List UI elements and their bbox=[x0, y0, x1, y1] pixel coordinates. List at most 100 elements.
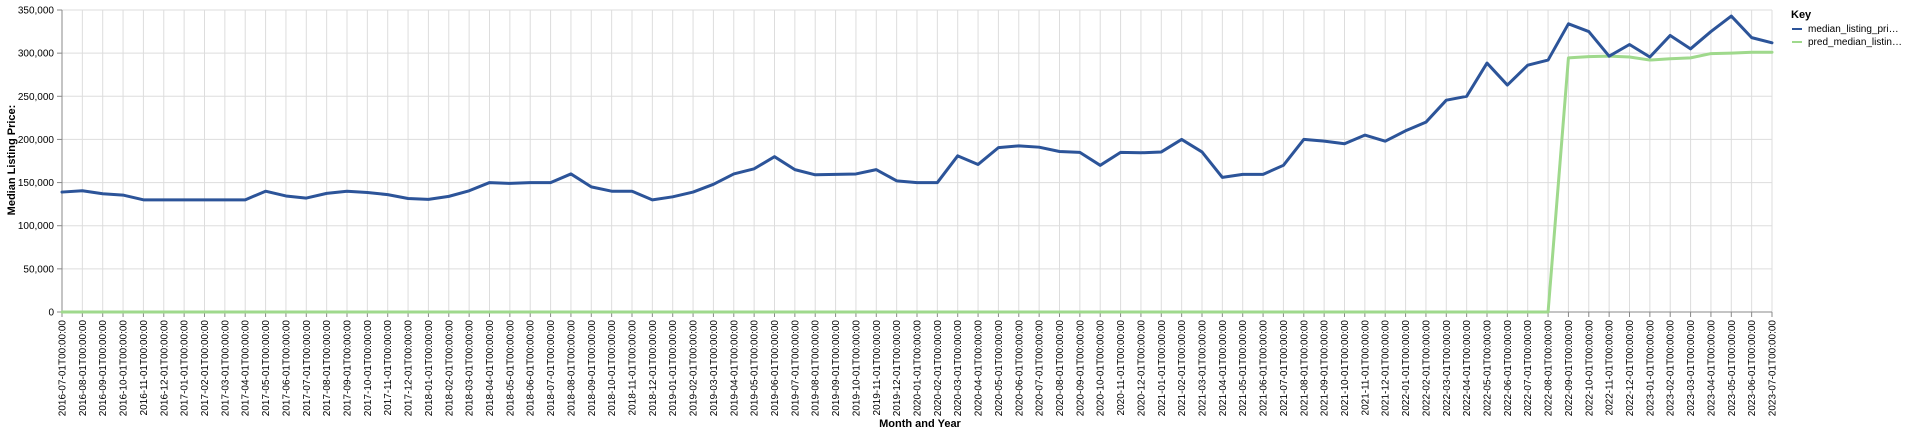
x-tick-label: 2021-11-01T00:00:00 bbox=[1360, 320, 1371, 416]
x-tick-label: 2018-03-01T00:00:00 bbox=[465, 320, 476, 417]
x-tick-label: 2017-03-01T00:00:00 bbox=[220, 320, 231, 417]
legend-label: pred_median_listin… bbox=[1808, 37, 1902, 48]
x-tick-label: 2020-07-01T00:00:00 bbox=[1035, 320, 1046, 417]
x-tick-label: 2023-07-01T00:00:00 bbox=[1768, 320, 1779, 417]
x-tick-label: 2019-12-01T00:00:00 bbox=[892, 320, 903, 417]
x-tick-label: 2022-12-01T00:00:00 bbox=[1625, 320, 1636, 417]
x-tick-label: 2019-02-01T00:00:00 bbox=[689, 320, 700, 417]
x-tick-label: 2023-01-01T00:00:00 bbox=[1645, 320, 1656, 417]
x-tick-label: 2018-02-01T00:00:00 bbox=[444, 320, 455, 417]
x-tick-label: 2022-09-01T00:00:00 bbox=[1564, 320, 1575, 417]
x-tick-label: 2022-04-01T00:00:00 bbox=[1462, 320, 1473, 417]
x-tick-label: 2018-11-01T00:00:00 bbox=[628, 320, 639, 416]
x-tick-label: 2022-10-01T00:00:00 bbox=[1584, 320, 1595, 417]
x-tick-label: 2022-03-01T00:00:00 bbox=[1442, 320, 1453, 417]
x-tick-label: 2021-01-01T00:00:00 bbox=[1157, 320, 1168, 417]
x-tick-label: 2016-09-01T00:00:00 bbox=[98, 320, 109, 417]
x-tick-label: 2021-05-01T00:00:00 bbox=[1238, 320, 1249, 417]
legend: Key median_listing_pri… pred_median_listi… bbox=[1791, 9, 1902, 48]
legend-label: median_listing_pri… bbox=[1808, 24, 1899, 35]
x-tick-label: 2020-11-01T00:00:00 bbox=[1116, 320, 1127, 416]
x-tick-label: 2020-06-01T00:00:00 bbox=[1014, 320, 1025, 417]
x-tick-label: 2020-10-01T00:00:00 bbox=[1096, 320, 1107, 417]
x-axis-title: Month and Year bbox=[879, 418, 961, 430]
x-tick-label: 2019-09-01T00:00:00 bbox=[831, 320, 842, 417]
y-tick-label: 350,000 bbox=[18, 6, 55, 17]
x-tick-label: 2016-10-01T00:00:00 bbox=[119, 320, 130, 417]
x-tick-label: 2021-04-01T00:00:00 bbox=[1218, 320, 1229, 417]
x-tick-label: 2020-03-01T00:00:00 bbox=[953, 320, 964, 417]
x-tick-label: 2018-10-01T00:00:00 bbox=[607, 320, 618, 417]
y-tick-label: 200,000 bbox=[18, 135, 55, 146]
x-tick-label: 2018-04-01T00:00:00 bbox=[485, 320, 496, 417]
x-tick-label: 2016-08-01T00:00:00 bbox=[78, 320, 89, 417]
x-tick-label: 2021-12-01T00:00:00 bbox=[1381, 320, 1392, 417]
x-tick-label: 2017-07-01T00:00:00 bbox=[302, 320, 313, 417]
y-tick-label: 0 bbox=[48, 308, 54, 319]
x-tick-label: 2022-08-01T00:00:00 bbox=[1544, 320, 1555, 417]
x-tick-label: 2019-05-01T00:00:00 bbox=[750, 320, 761, 417]
series-lines bbox=[60, 14, 1774, 314]
x-tick-label: 2018-12-01T00:00:00 bbox=[648, 320, 659, 417]
x-tick-label: 2017-05-01T00:00:00 bbox=[261, 320, 272, 417]
y-tick-label: 300,000 bbox=[18, 49, 55, 60]
x-tick-label: 2020-05-01T00:00:00 bbox=[994, 320, 1005, 417]
legend-title: Key bbox=[1791, 9, 1812, 21]
y-tick-label: 150,000 bbox=[18, 178, 55, 189]
x-tick-label: 2023-06-01T00:00:00 bbox=[1747, 320, 1758, 417]
x-tick-label: 2022-05-01T00:00:00 bbox=[1483, 320, 1494, 417]
x-tick-label: 2020-04-01T00:00:00 bbox=[974, 320, 985, 417]
x-tick-label: 2018-09-01T00:00:00 bbox=[587, 320, 598, 417]
x-tick-label: 2023-05-01T00:00:00 bbox=[1727, 320, 1738, 417]
x-tick-label: 2018-07-01T00:00:00 bbox=[546, 320, 557, 417]
x-tick-label: 2018-06-01T00:00:00 bbox=[526, 320, 537, 417]
x-tick-label: 2017-06-01T00:00:00 bbox=[281, 320, 292, 417]
axes: 0 50,000 100,000 150,000 200,000 250,000 300,0… bbox=[18, 6, 1779, 417]
x-tick-label: 2019-01-01T00:00:00 bbox=[668, 320, 679, 417]
x-tick-label: 2021-10-01T00:00:00 bbox=[1340, 320, 1351, 417]
x-tick-label: 2021-03-01T00:00:00 bbox=[1198, 320, 1209, 417]
x-tick-label: 2023-04-01T00:00:00 bbox=[1706, 320, 1717, 417]
x-tick-label: 2020-09-01T00:00:00 bbox=[1075, 320, 1086, 417]
x-tick-label: 2021-06-01T00:00:00 bbox=[1259, 320, 1270, 417]
y-axis-title: Median Listing Price: bbox=[6, 105, 18, 216]
y-tick-label: 100,000 bbox=[18, 221, 55, 232]
grid bbox=[61, 9, 1773, 313]
x-tick-label: 2019-08-01T00:00:00 bbox=[811, 320, 822, 417]
x-tick-label: 2017-02-01T00:00:00 bbox=[200, 320, 211, 417]
x-tick-label: 2022-06-01T00:00:00 bbox=[1503, 320, 1514, 417]
x-tick-label: 2023-03-01T00:00:00 bbox=[1686, 320, 1697, 417]
x-tick-label: 2021-09-01T00:00:00 bbox=[1320, 320, 1331, 417]
x-tick-label: 2018-05-01T00:00:00 bbox=[505, 320, 516, 417]
y-tick-label: 250,000 bbox=[18, 92, 55, 103]
x-tick-label: 2017-01-01T00:00:00 bbox=[180, 320, 191, 417]
x-tick-label: 2017-11-01T00:00:00 bbox=[383, 320, 394, 416]
x-tick-label: 2019-03-01T00:00:00 bbox=[709, 320, 720, 417]
x-tick-label: 2019-11-01T00:00:00 bbox=[872, 320, 883, 416]
x-tick-label: 2020-08-01T00:00:00 bbox=[1055, 320, 1066, 417]
x-tick-label: 2018-08-01T00:00:00 bbox=[566, 320, 577, 417]
x-tick-label: 2019-10-01T00:00:00 bbox=[851, 320, 862, 417]
x-tick-label: 2021-08-01T00:00:00 bbox=[1299, 320, 1310, 417]
x-tick-label: 2022-07-01T00:00:00 bbox=[1523, 320, 1534, 417]
x-tick-label: 2022-01-01T00:00:00 bbox=[1401, 320, 1412, 417]
x-tick-label: 2020-12-01T00:00:00 bbox=[1136, 320, 1147, 417]
series-line-1 bbox=[60, 14, 1774, 202]
x-tick-label: 2022-02-01T00:00:00 bbox=[1421, 320, 1432, 417]
x-tick-label: 2016-07-01T00:00:00 bbox=[58, 320, 69, 417]
series-line-2 bbox=[60, 50, 1774, 314]
x-tick-label: 2019-06-01T00:00:00 bbox=[770, 320, 781, 417]
x-tick-label: 2020-01-01T00:00:00 bbox=[913, 320, 924, 417]
x-tick-label: 2021-07-01T00:00:00 bbox=[1279, 320, 1290, 417]
x-tick-label: 2019-07-01T00:00:00 bbox=[790, 320, 801, 417]
x-tick-label: 2017-12-01T00:00:00 bbox=[404, 320, 415, 417]
x-tick-label: 2018-01-01T00:00:00 bbox=[424, 320, 435, 417]
x-tick-label: 2019-04-01T00:00:00 bbox=[729, 320, 740, 417]
x-tick-label: 2023-02-01T00:00:00 bbox=[1666, 320, 1677, 417]
x-tick-label: 2022-11-01T00:00:00 bbox=[1605, 320, 1616, 416]
x-tick-label: 2017-10-01T00:00:00 bbox=[363, 320, 374, 417]
x-tick-label: 2020-02-01T00:00:00 bbox=[933, 320, 944, 417]
x-tick-label: 2021-02-01T00:00:00 bbox=[1177, 320, 1188, 417]
